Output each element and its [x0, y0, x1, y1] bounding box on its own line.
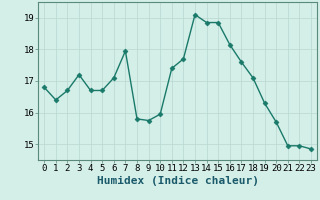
X-axis label: Humidex (Indice chaleur): Humidex (Indice chaleur) [97, 176, 259, 186]
